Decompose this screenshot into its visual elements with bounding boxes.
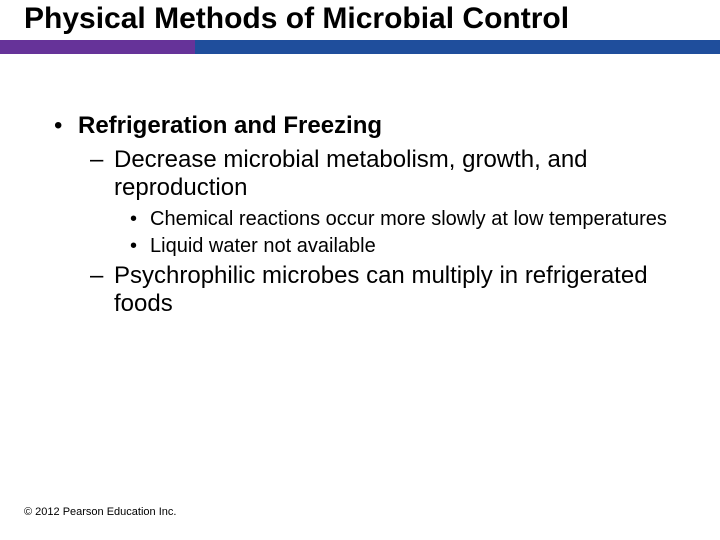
bullet-text: Psychrophilic microbes can multiply in r… (114, 262, 680, 318)
slide: Physical Methods of Microbial Control • … (0, 0, 720, 540)
bullet-icon: • (130, 235, 150, 258)
bullet-text: Chemical reactions occur more slowly at … (150, 208, 667, 231)
accent-bar (0, 40, 720, 54)
bullet-text: Refrigeration and Freezing (78, 112, 382, 140)
slide-title: Physical Methods of Microbial Control (24, 2, 569, 36)
bullet-text: Decrease microbial metabolism, growth, a… (114, 146, 680, 202)
accent-bar-right (195, 40, 720, 54)
bullet-level3: • Liquid water not available (130, 235, 680, 258)
bullet-icon: • (54, 112, 78, 140)
copyright-text: © 2012 Pearson Education Inc. (24, 506, 176, 518)
dash-icon: – (90, 262, 114, 318)
accent-bar-left (0, 40, 195, 54)
content-body: • Refrigeration and Freezing – Decrease … (54, 112, 680, 324)
bullet-level2: – Decrease microbial metabolism, growth,… (90, 146, 680, 202)
bullet-level2: – Psychrophilic microbes can multiply in… (90, 262, 680, 318)
bullet-text: Liquid water not available (150, 235, 376, 258)
bullet-level3: • Chemical reactions occur more slowly a… (130, 208, 680, 231)
bullet-icon: • (130, 208, 150, 231)
dash-icon: – (90, 146, 114, 202)
bullet-level1: • Refrigeration and Freezing (54, 112, 680, 140)
